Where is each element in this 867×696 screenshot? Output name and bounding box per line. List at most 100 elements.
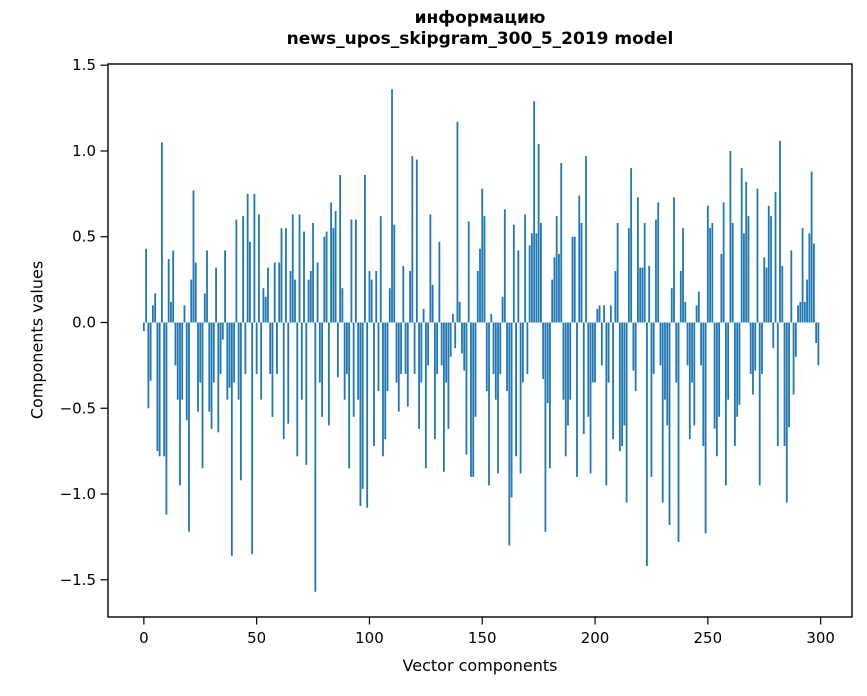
- bar: [287, 322, 290, 424]
- bar: [691, 322, 693, 383]
- bar: [803, 301, 806, 323]
- x-tick-label: 200: [581, 629, 610, 647]
- bar: [350, 219, 353, 323]
- bar: [474, 322, 477, 417]
- bar: [767, 205, 770, 323]
- bar: [605, 322, 608, 486]
- bar: [632, 322, 635, 371]
- bar: [794, 322, 797, 357]
- bar: [488, 322, 490, 486]
- bar: [607, 322, 610, 383]
- bar: [248, 241, 251, 323]
- bar: [341, 288, 344, 323]
- bar: [364, 174, 366, 323]
- bar: [355, 219, 357, 323]
- bar: [422, 308, 425, 323]
- bar: [555, 216, 558, 323]
- bar: [668, 322, 671, 525]
- bar: [312, 223, 314, 323]
- bar: [618, 322, 621, 452]
- bar: [571, 236, 574, 323]
- bar: [267, 267, 269, 323]
- bar: [510, 322, 513, 498]
- bar: [185, 322, 188, 421]
- bar: [783, 322, 786, 446]
- bar: [393, 224, 396, 323]
- bar: [535, 233, 538, 323]
- bar: [154, 293, 157, 323]
- bar: [386, 322, 389, 392]
- bar: [713, 322, 716, 429]
- y-tick-label: 1.5: [72, 56, 96, 74]
- bar: [147, 322, 150, 409]
- bar: [503, 209, 506, 323]
- bar: [580, 223, 583, 323]
- bar: [648, 265, 651, 323]
- bar: [614, 271, 617, 323]
- bar: [449, 322, 452, 357]
- bar: [373, 322, 375, 446]
- bar: [664, 322, 666, 400]
- bar: [558, 253, 560, 323]
- bar: [772, 322, 775, 349]
- bar: [276, 322, 278, 374]
- bar: [174, 322, 177, 366]
- bar: [239, 322, 242, 481]
- bar: [170, 301, 172, 323]
- bar: [812, 243, 815, 323]
- bar: [598, 305, 601, 323]
- bar: [774, 192, 777, 323]
- bar: [481, 188, 484, 323]
- bar: [409, 271, 411, 323]
- bar: [436, 322, 439, 374]
- bar: [463, 322, 466, 371]
- bar: [526, 322, 529, 374]
- bar: [361, 322, 364, 489]
- bar: [677, 322, 680, 543]
- bar: [781, 265, 784, 323]
- bar: [321, 322, 323, 417]
- bar: [264, 296, 267, 323]
- bar: [404, 322, 407, 374]
- bar: [253, 193, 256, 323]
- chart-subtitle: news_upos_skipgram_300_5_2019 model: [286, 29, 674, 49]
- bar: [508, 322, 511, 546]
- bar: [790, 250, 793, 323]
- bar: [779, 140, 781, 323]
- bar: [582, 322, 585, 434]
- bar: [603, 305, 605, 323]
- bar: [754, 322, 757, 371]
- bar: [260, 322, 263, 400]
- bar: [589, 322, 592, 474]
- bar: [424, 322, 427, 469]
- bar: [817, 322, 820, 366]
- bar: [494, 322, 497, 400]
- bar: [215, 267, 217, 323]
- bar: [630, 168, 633, 323]
- bar: [370, 279, 373, 323]
- bar: [490, 313, 493, 323]
- bar: [458, 301, 461, 323]
- plot-border: [107, 63, 853, 618]
- bar: [519, 322, 522, 474]
- bar: [445, 322, 448, 383]
- bar: [596, 308, 599, 323]
- bar: [655, 219, 657, 323]
- y-tick-label: −1.5: [60, 571, 96, 589]
- bar: [799, 301, 802, 323]
- bar: [652, 322, 655, 374]
- bar: [280, 228, 283, 323]
- bar: [643, 223, 646, 323]
- bar: [251, 322, 254, 555]
- bar: [142, 322, 145, 332]
- bar: [670, 288, 673, 323]
- x-tick-label: 250: [694, 629, 723, 647]
- bar: [305, 322, 308, 465]
- bar: [612, 322, 614, 440]
- bar: [289, 271, 292, 323]
- bar: [711, 223, 714, 323]
- bar: [688, 322, 691, 440]
- bar: [382, 322, 384, 457]
- bar: [763, 257, 766, 323]
- bar: [609, 305, 612, 323]
